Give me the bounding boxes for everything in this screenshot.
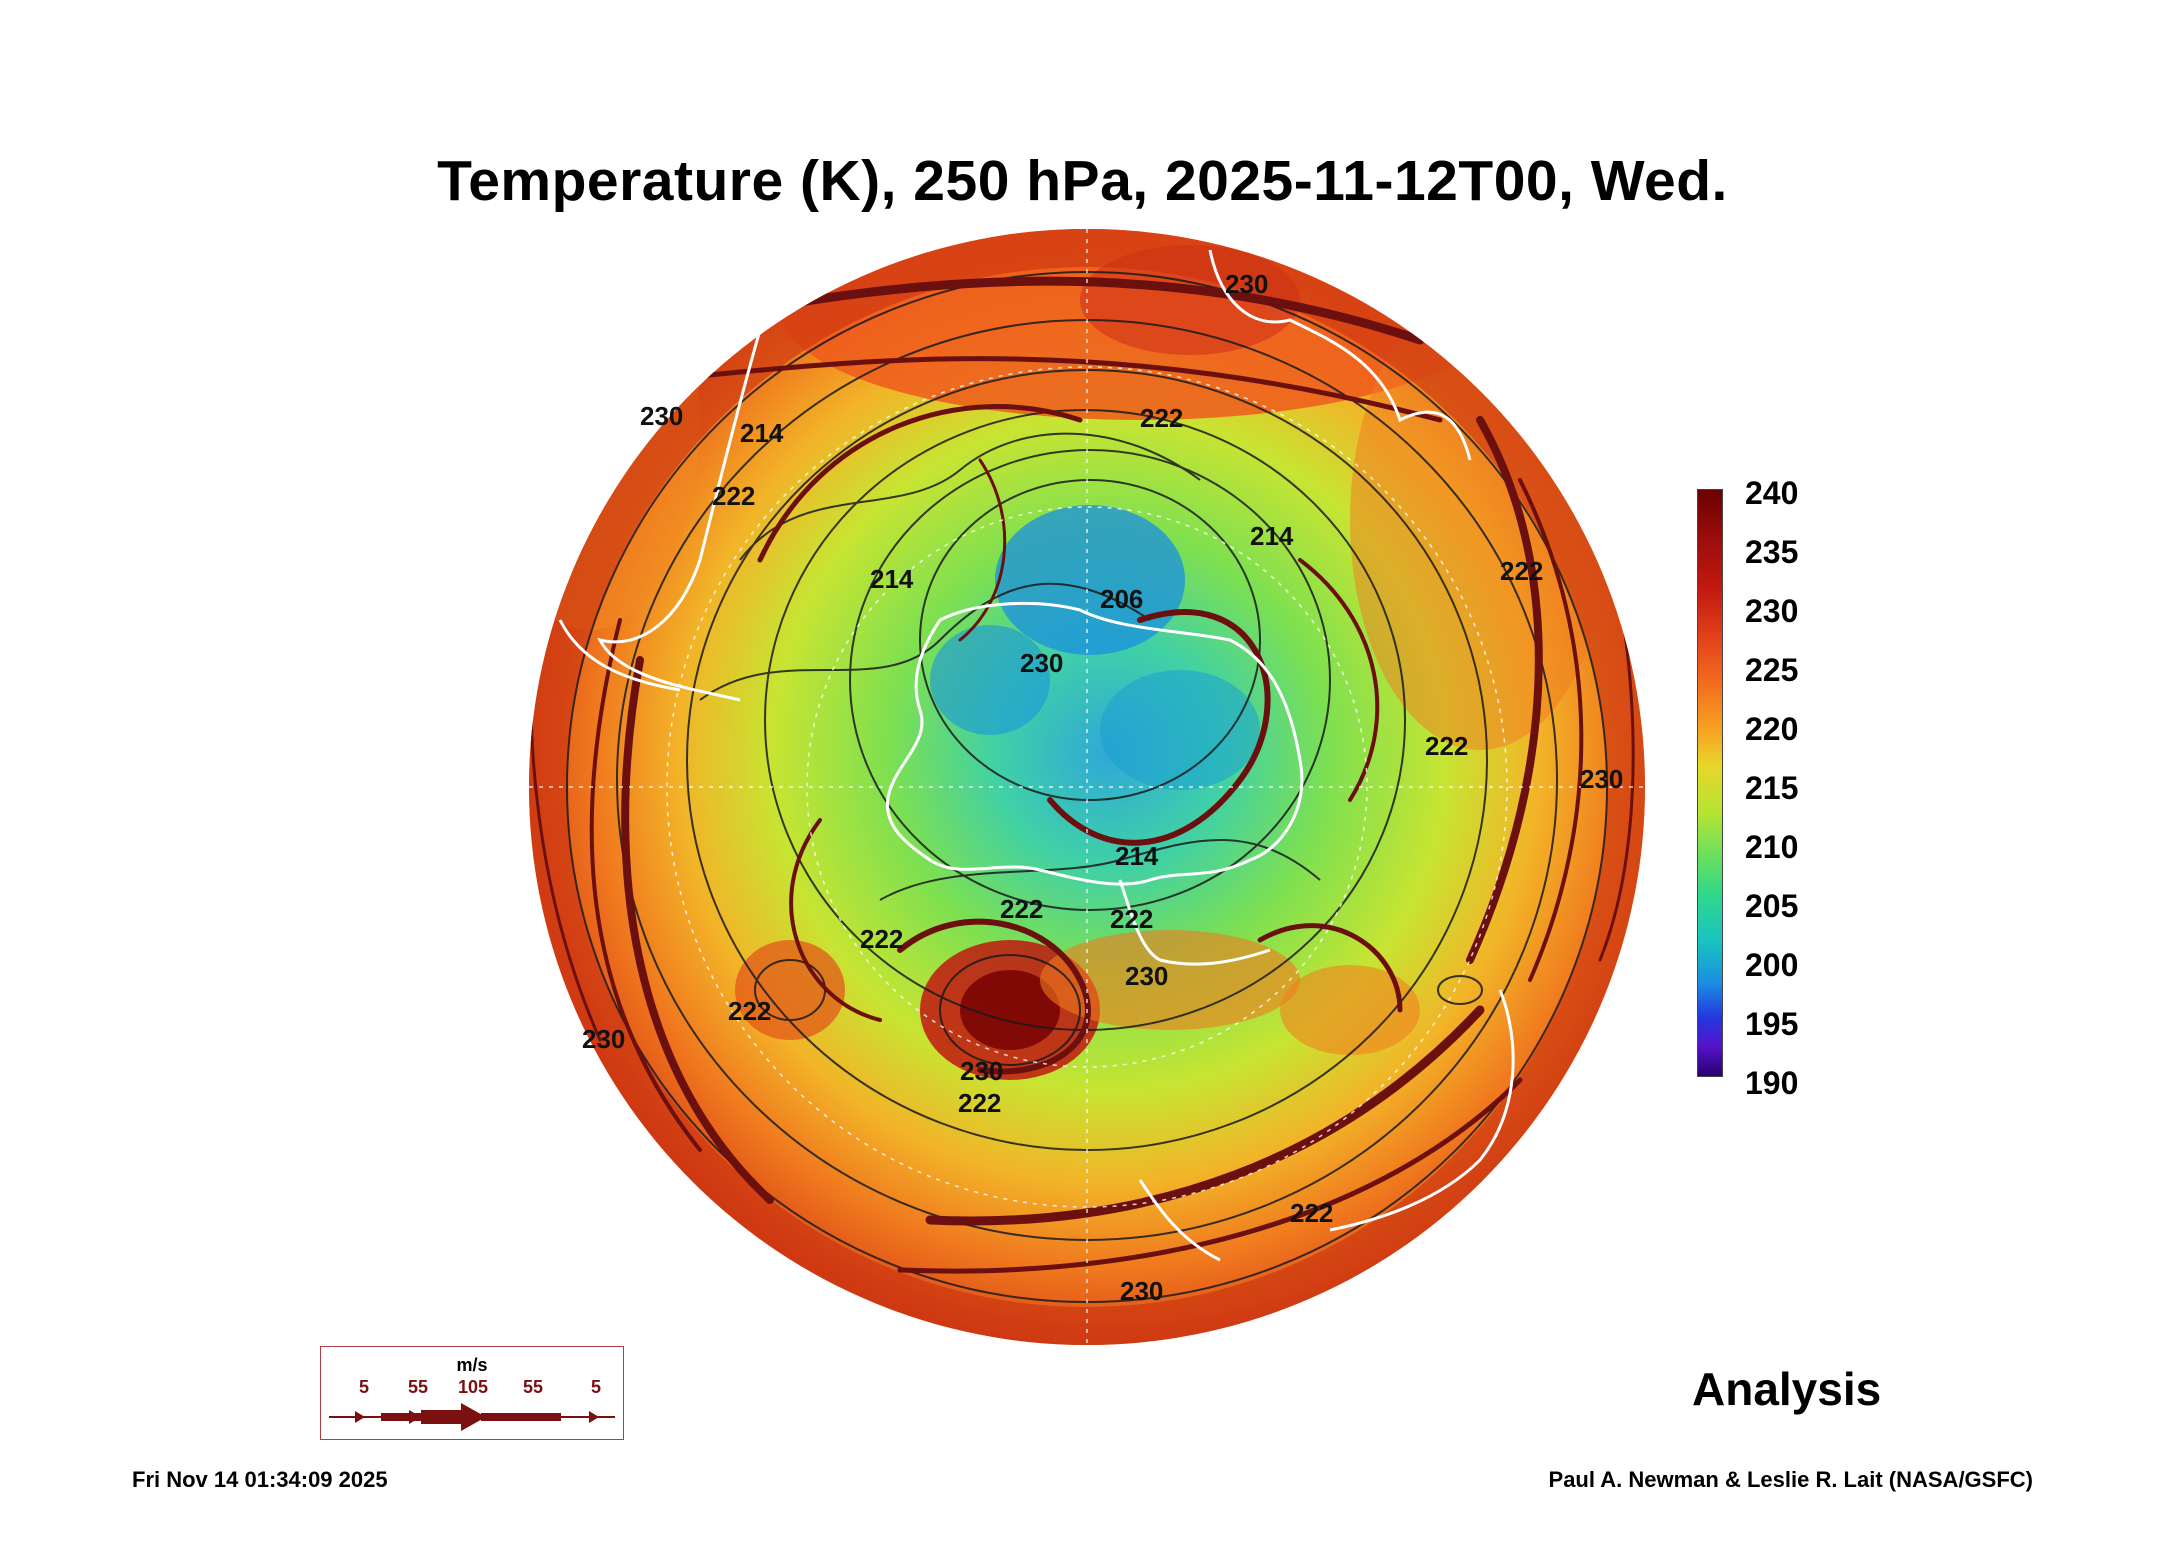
contour-label: 206 xyxy=(1100,584,1143,614)
colorbar-label: 240 xyxy=(1745,475,1799,511)
warm-core-south xyxy=(960,970,1060,1050)
graticule xyxy=(529,229,1645,1345)
contour-label: 230 xyxy=(1125,961,1168,991)
contour-label: 222 xyxy=(1425,731,1468,761)
colorbar-label: 230 xyxy=(1745,593,1799,629)
analysis-label: Analysis xyxy=(1692,1363,1882,1415)
contour-label: 214 xyxy=(740,418,784,448)
contour-label: 222 xyxy=(1140,403,1183,433)
colorbar-label: 200 xyxy=(1745,947,1799,983)
contour-label: 214 xyxy=(870,564,914,594)
colorbar-label: 210 xyxy=(1745,829,1799,865)
wind-scale-value: 105 xyxy=(457,1377,489,1397)
contour-labels: 230 222 214 214 214 206 222 222 214 222 … xyxy=(582,269,1623,1306)
contour-label: 222 xyxy=(728,996,771,1026)
contour-label: 230 xyxy=(582,1024,625,1054)
coastlines xyxy=(558,249,1515,1262)
colorbar-label: 220 xyxy=(1745,711,1799,747)
contour-label: 230 xyxy=(1225,269,1268,299)
contour-label: 222 xyxy=(1110,904,1153,934)
contour-label: 230 xyxy=(1120,1276,1163,1306)
warm-blob-se xyxy=(1280,965,1420,1055)
contour-label: 222 xyxy=(1000,894,1043,924)
wind-scale-arrow xyxy=(329,1403,615,1431)
colorbar-label: 190 xyxy=(1745,1065,1799,1101)
colorbar-label: 225 xyxy=(1745,652,1799,688)
colorbar-label: 195 xyxy=(1745,1006,1799,1042)
contour-label: 222 xyxy=(958,1088,1001,1118)
wind-scale-unit: m/s xyxy=(456,1355,488,1375)
cold-core-north xyxy=(995,505,1185,655)
contour-label: 222 xyxy=(712,481,755,511)
colorbar-label: 205 xyxy=(1745,888,1799,924)
contour-label: 222 xyxy=(860,924,903,954)
contour-label: 230 xyxy=(1580,764,1623,794)
contour-label: 230 xyxy=(960,1056,1003,1086)
wind-scale-value: 5 xyxy=(358,1377,370,1397)
contour-label: 222 xyxy=(1290,1198,1333,1228)
cold-core-west xyxy=(930,625,1050,735)
contour-label: 214 xyxy=(1115,841,1159,871)
warm-tongue-south xyxy=(1040,930,1300,1030)
wind-scale-value: 55 xyxy=(522,1377,544,1397)
cold-core-east xyxy=(1100,670,1260,790)
contour-label: 230 xyxy=(640,401,683,431)
timestamp: Fri Nov 14 01:34:09 2025 xyxy=(132,1467,388,1492)
contour-label: 214 xyxy=(1250,521,1294,551)
temperature-colorbar xyxy=(1697,489,1723,1077)
contour-label: 230 xyxy=(1020,648,1063,678)
wind-scale-value: 55 xyxy=(407,1377,429,1397)
wind-scale-legend: m/s 5 55 105 55 5 xyxy=(320,1346,624,1440)
wind-streamlines xyxy=(529,276,1635,1274)
colorbar-label: 215 xyxy=(1745,770,1799,806)
contour-label: 222 xyxy=(1500,556,1543,586)
map-title: Temperature (K), 250 hPa, 2025-11-12T00,… xyxy=(437,149,1728,213)
credit-line: Paul A. Newman & Leslie R. Lait (NASA/GS… xyxy=(1548,1467,2033,1492)
colorbar-label: 235 xyxy=(1745,534,1799,570)
wind-scale-value: 5 xyxy=(590,1377,602,1397)
warm-blob-sw xyxy=(735,940,845,1040)
